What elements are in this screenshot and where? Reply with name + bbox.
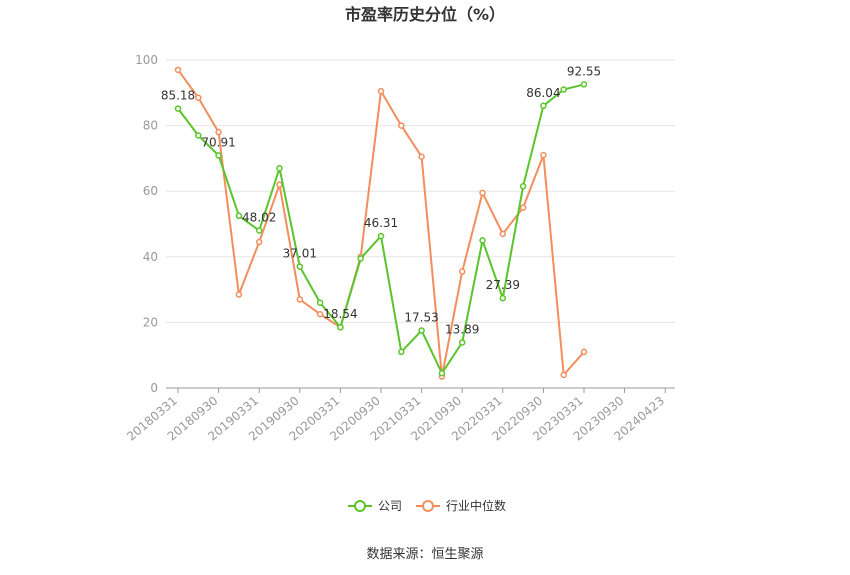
series-0-point[interactable]	[458, 339, 466, 346]
series-1-point[interactable]	[540, 151, 547, 159]
series-0-point[interactable]	[195, 132, 202, 139]
series-layer	[174, 66, 588, 380]
y-tick-label: 100	[135, 53, 158, 67]
y-tick-label: 0	[150, 381, 158, 395]
grid-layer	[166, 59, 675, 323]
data-label: 13.89	[445, 322, 479, 336]
series-0-point[interactable]	[235, 212, 243, 220]
series-1-point[interactable]	[235, 291, 243, 298]
series-1-point[interactable]	[377, 87, 385, 95]
legend-item-0[interactable]: 公司	[348, 499, 402, 513]
legend[interactable]: 公司 行业中位数	[348, 498, 506, 513]
y-tick-label: 80	[143, 119, 158, 133]
legend-marker	[422, 500, 434, 512]
series-0-point[interactable]	[560, 86, 567, 93]
data-label: 92.55	[567, 64, 601, 78]
series-0-point[interactable]	[357, 255, 364, 262]
series-0-point[interactable]	[519, 183, 527, 190]
series-1-point[interactable]	[195, 94, 202, 101]
series-0-point[interactable]	[418, 327, 425, 334]
series-1-point[interactable]	[519, 204, 527, 211]
data-label: 85.18	[161, 89, 195, 103]
series-0-point[interactable]	[215, 152, 222, 159]
data-label: 46.31	[364, 216, 398, 230]
series-1-point[interactable]	[560, 371, 567, 379]
series-0-point[interactable]	[398, 348, 405, 356]
series-1-point[interactable]	[458, 268, 466, 275]
y-tick-label: 20	[143, 315, 158, 329]
series-0-point[interactable]	[337, 323, 344, 331]
series-1-point[interactable]	[255, 238, 263, 246]
data-label: 27.39	[486, 278, 520, 292]
legend-item-1[interactable]: 行业中位数	[416, 498, 506, 513]
series-0-point[interactable]	[499, 294, 507, 302]
series-1-point[interactable]	[296, 296, 304, 303]
series-0-point[interactable]	[540, 102, 547, 110]
series-0-point[interactable]	[296, 263, 304, 270]
series-1-point[interactable]	[580, 348, 588, 356]
series-0-point[interactable]	[580, 81, 588, 88]
series-1-point[interactable]	[276, 181, 283, 188]
data-label-layer: 85.18 70.91 48.02 37.01 18.54 46.31 17.53 13.89…	[161, 64, 601, 336]
series-0-point[interactable]	[479, 237, 486, 244]
series-0-point[interactable]	[174, 105, 182, 112]
y-tick-label: 60	[143, 184, 158, 198]
data-label: 86.04	[526, 86, 560, 100]
series-0-point[interactable]	[276, 164, 283, 172]
series-1-point[interactable]	[316, 310, 324, 318]
data-source-note: 数据来源：恒生聚源	[366, 547, 483, 562]
legend-label: 行业中位数	[446, 498, 506, 513]
series-1-point[interactable]	[174, 66, 182, 74]
series-1-point[interactable]	[418, 153, 425, 161]
legend-label: 公司	[378, 499, 402, 513]
series-1-point[interactable]	[215, 128, 222, 136]
series-0-point[interactable]	[255, 227, 263, 234]
series-0-point[interactable]	[377, 232, 385, 240]
chart-title: 市盈率历史分位（%）	[345, 5, 505, 24]
data-label: 17.53	[404, 311, 438, 325]
series-1-point[interactable]	[499, 230, 507, 238]
data-label: 37.01	[283, 247, 317, 261]
data-label: 48.02	[242, 210, 276, 224]
series-1-point[interactable]	[398, 122, 405, 129]
series-0-point[interactable]	[316, 299, 324, 306]
data-label: 70.91	[201, 135, 235, 149]
series-0-point[interactable]	[438, 369, 446, 377]
legend-marker	[354, 500, 366, 512]
y-tick-label: 40	[143, 250, 158, 264]
series-1-point[interactable]	[479, 189, 486, 197]
data-label: 18.54	[323, 307, 357, 321]
